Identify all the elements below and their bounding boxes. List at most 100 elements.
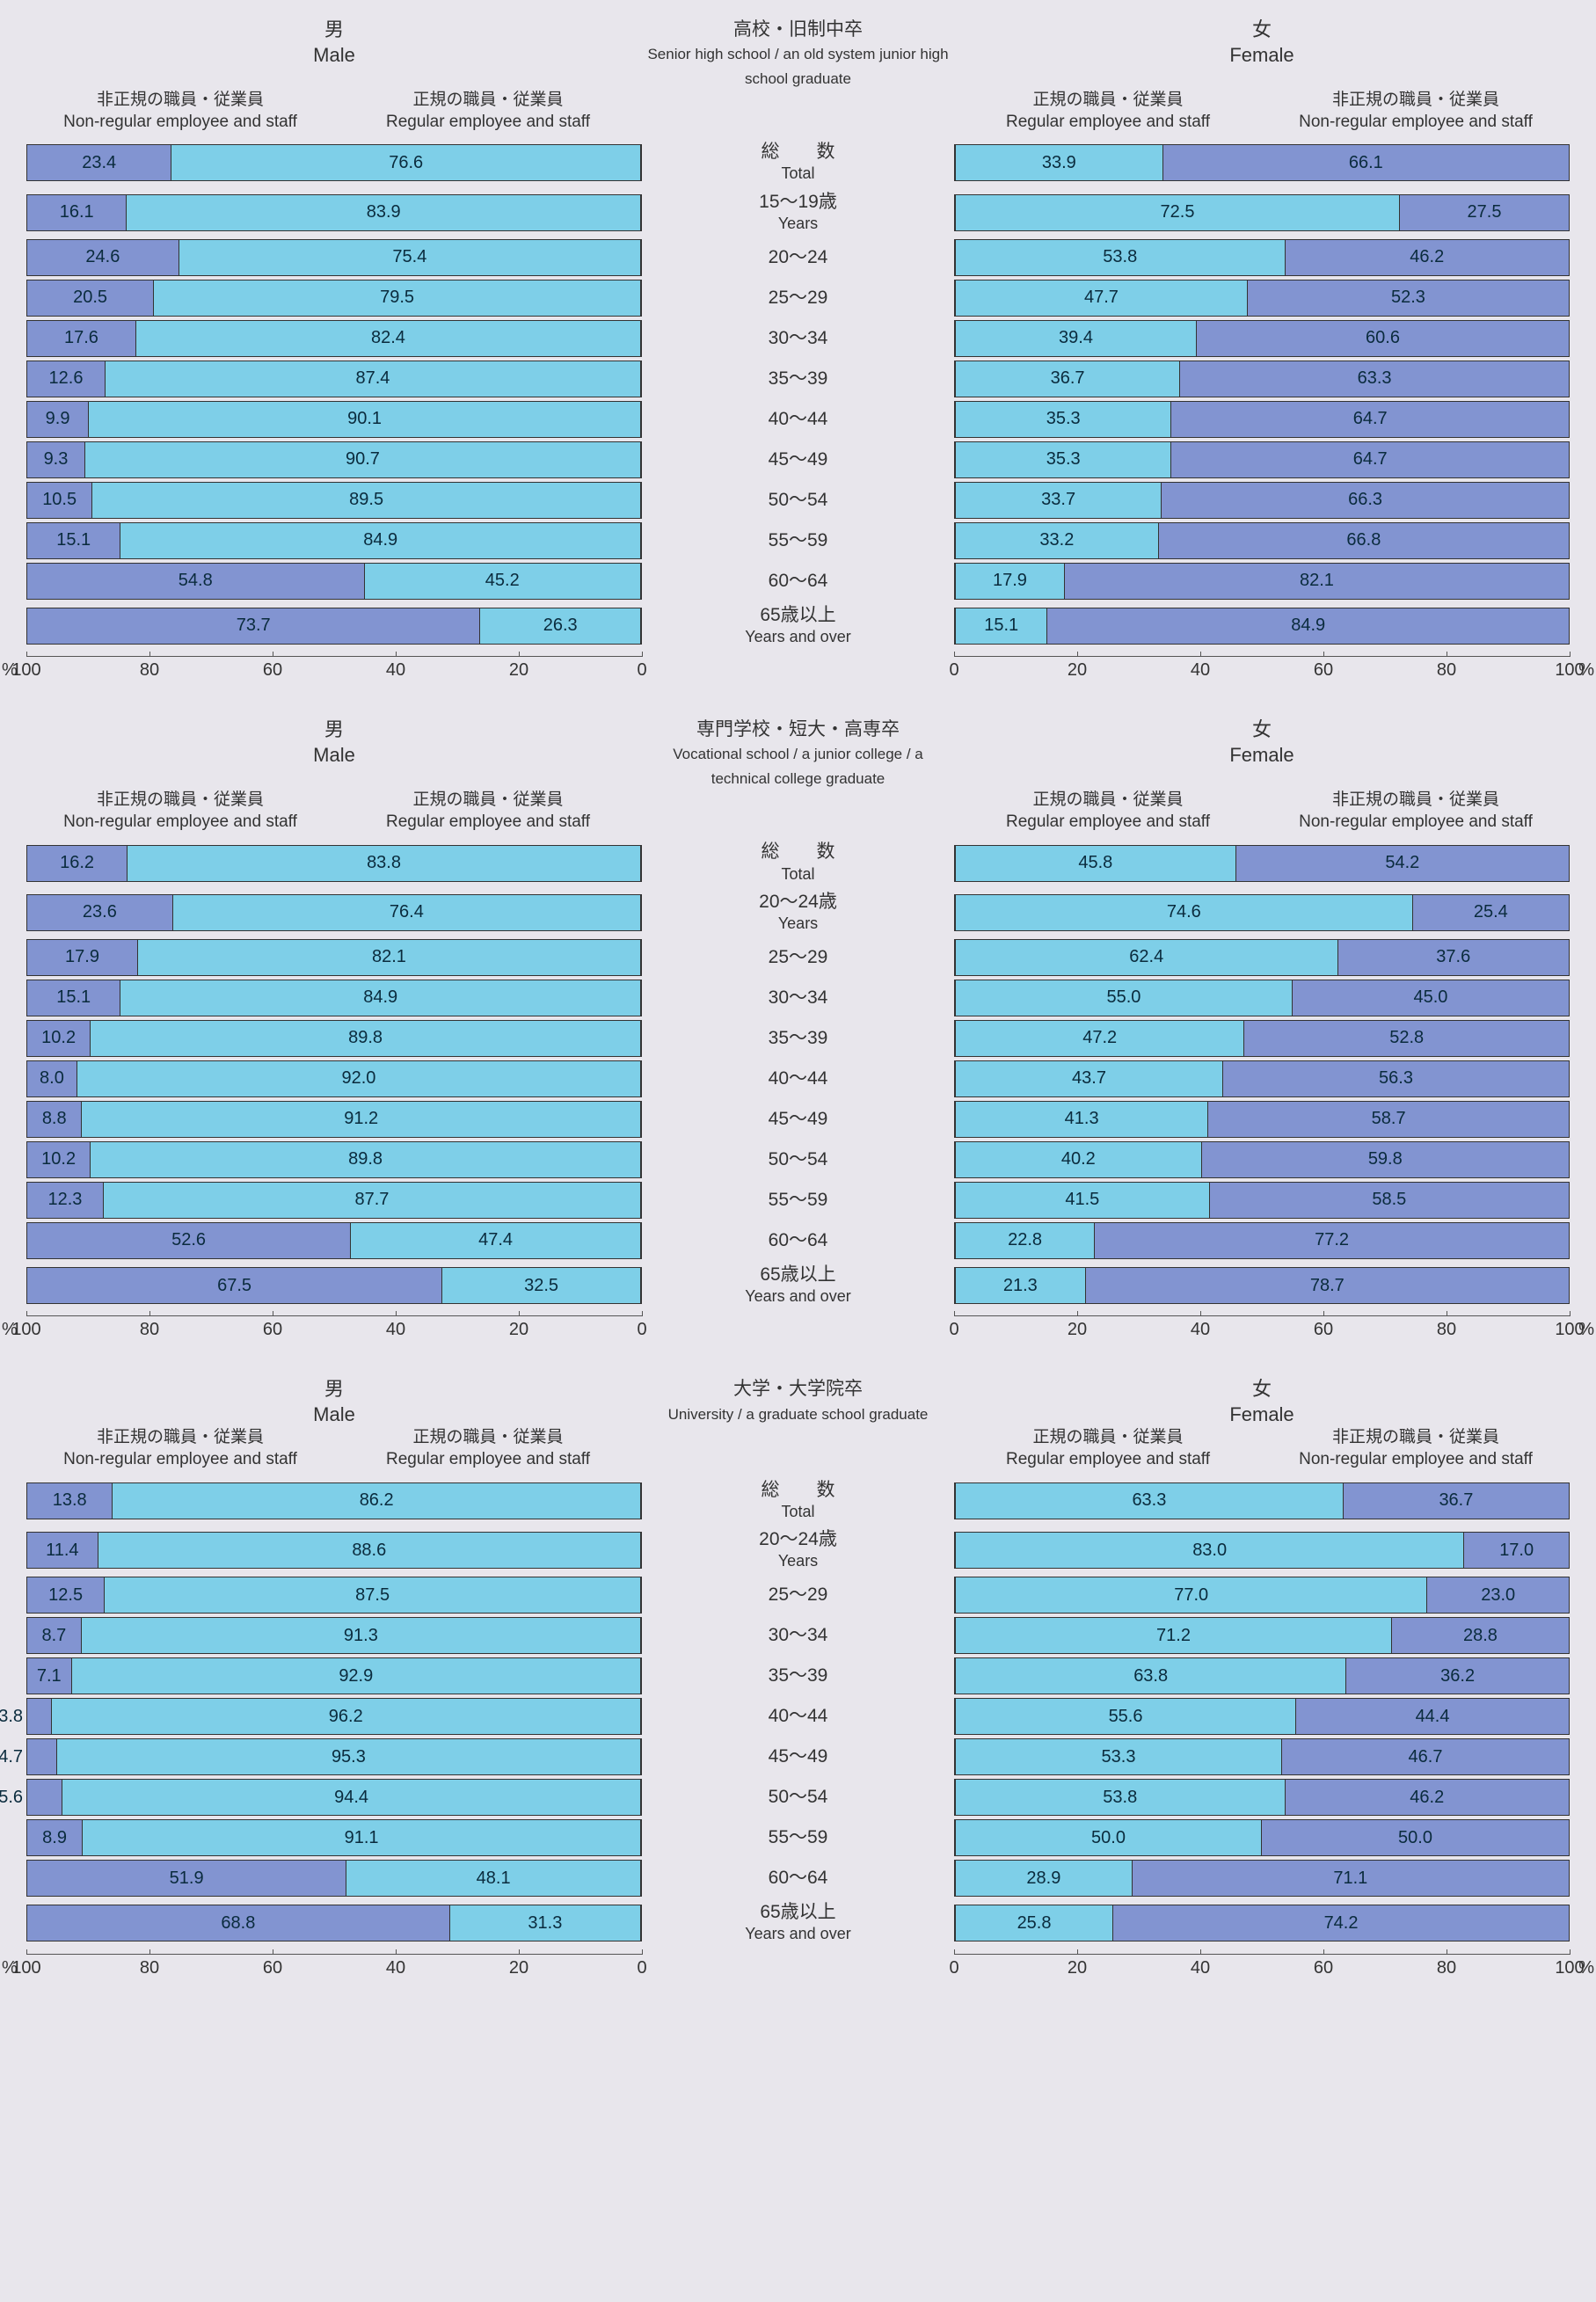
male-nonregular-seg: 23.4 [27, 145, 171, 180]
female-regular-seg: 63.3 [955, 1483, 1344, 1519]
female-nonregular-seg: 52.8 [1244, 1021, 1569, 1056]
bar-row: 82.117.925～2962.437.6 [26, 939, 1570, 976]
male-regular-seg: 45.2 [364, 564, 641, 599]
bar-row: 91.28.845～4941.358.7 [26, 1101, 1570, 1138]
age-category-label: 55～59 [642, 528, 954, 553]
x-axis: 020406080100%020406080100% [26, 1954, 1570, 1980]
female-regular-seg: 33.2 [955, 523, 1159, 558]
male-bar: 96.23.8 [26, 1698, 642, 1735]
bar-row: 94.45.650～5453.846.2 [26, 1779, 1570, 1816]
male-nonregular-seg: 9.9 [27, 402, 88, 437]
bar-row: 92.08.040～4443.756.3 [26, 1060, 1570, 1097]
male-nonregular-seg: 8.8 [27, 1102, 81, 1137]
female-nonregular-seg: 64.7 [1171, 402, 1569, 437]
bar-row: 92.97.135～3963.836.2 [26, 1657, 1570, 1694]
male-bar: 47.452.6 [26, 1222, 642, 1259]
male-bar: 76.423.6 [26, 894, 642, 931]
male-regular-seg: 75.4 [179, 240, 641, 275]
bar-row: 75.424.620～2453.846.2 [26, 239, 1570, 276]
age-category-label: 30～34 [642, 986, 954, 1010]
female-bar: 71.228.8 [954, 1617, 1570, 1654]
female-bar: 53.846.2 [954, 239, 1570, 276]
col-reg-male: 正規の職員・従業員Regular employee and staff [334, 90, 642, 133]
male-bar: 92.08.0 [26, 1060, 642, 1097]
male-regular-seg: 89.5 [91, 483, 641, 518]
col-nonreg-male: 非正規の職員・従業員Non-regular employee and staff [26, 90, 334, 133]
female-nonregular-seg: 23.0 [1427, 1577, 1569, 1613]
male-regular-seg: 89.8 [90, 1142, 641, 1177]
female-regular-seg: 53.3 [955, 1739, 1282, 1774]
female-nonregular-seg: 71.1 [1133, 1861, 1569, 1896]
male-nonregular-seg: 7.1 [27, 1658, 71, 1694]
male-bar: 75.424.6 [26, 239, 642, 276]
male-regular-seg: 89.8 [90, 1021, 641, 1056]
male-bar: 91.38.7 [26, 1617, 642, 1654]
female-nonregular-seg: 78.7 [1086, 1268, 1569, 1303]
female-nonregular-seg: 58.5 [1210, 1183, 1569, 1218]
col-reg-female: 正規の職員・従業員Regular employee and staff [954, 790, 1262, 833]
age-category-label: 25～29 [642, 286, 954, 310]
age-category-label: 60～64 [642, 1228, 954, 1253]
female-regular-seg: 72.5 [955, 195, 1400, 230]
male-regular-seg: 83.8 [127, 846, 641, 881]
male-regular-seg: 87.5 [104, 1577, 641, 1613]
male-regular-seg: 92.0 [77, 1061, 641, 1096]
female-nonregular-seg: 37.6 [1338, 940, 1569, 975]
panel-title: 大学・大学院卒University / a graduate school gr… [642, 1377, 954, 1427]
age-category-label: 35～39 [642, 1026, 954, 1051]
male-regular-seg: 31.3 [449, 1905, 641, 1941]
female-regular-seg: 35.3 [955, 402, 1171, 437]
male-regular-seg: 90.1 [88, 402, 641, 437]
male-nonregular-seg: 16.2 [27, 846, 127, 881]
female-nonregular-seg: 46.2 [1286, 1780, 1569, 1815]
male-bar: 91.28.8 [26, 1101, 642, 1138]
female-regular-seg: 15.1 [955, 608, 1047, 644]
male-bar: 83.916.1 [26, 194, 642, 231]
bar-row: 84.915.130～3455.045.0 [26, 980, 1570, 1016]
female-bar: 77.023.0 [954, 1577, 1570, 1614]
bar-row: 89.810.250～5440.259.8 [26, 1141, 1570, 1178]
age-category-label: 40～44 [642, 1067, 954, 1091]
female-header: 女Female [954, 18, 1570, 90]
education-panel: 男Male高校・旧制中卒Senior high school / an old … [26, 18, 1570, 682]
female-regular-seg: 22.8 [955, 1223, 1095, 1258]
female-bar: 21.378.7 [954, 1267, 1570, 1304]
age-category-label: 総 数Total [642, 140, 954, 186]
male-bar: 76.623.4 [26, 144, 642, 181]
male-bar: 82.117.9 [26, 939, 642, 976]
male-regular-seg: 95.3 [56, 1739, 641, 1774]
male-bar: 79.520.5 [26, 280, 642, 317]
female-regular-seg: 33.9 [955, 145, 1163, 180]
bar-row: 83.916.115～19歳Years72.527.5 [26, 190, 1570, 236]
bar-row: 47.452.660～6422.877.2 [26, 1222, 1570, 1259]
age-category-label: 50～54 [642, 1147, 954, 1172]
male-bar: 90.19.9 [26, 401, 642, 438]
female-bar: 53.346.7 [954, 1738, 1570, 1775]
female-nonregular-seg: 25.4 [1413, 895, 1569, 930]
female-bar: 15.184.9 [954, 608, 1570, 645]
female-nonregular-seg: 82.1 [1065, 564, 1569, 599]
female-nonregular-seg: 50.0 [1262, 1820, 1569, 1855]
col-reg-male: 正規の職員・従業員Regular employee and staff [334, 1427, 642, 1470]
female-bar: 45.854.2 [954, 845, 1570, 882]
male-nonregular-seg: 11.4 [27, 1533, 98, 1568]
female-regular-seg: 43.7 [955, 1061, 1223, 1096]
female-nonregular-seg: 66.1 [1163, 145, 1569, 180]
male-regular-seg: 90.7 [84, 442, 641, 477]
bar-row: 45.254.860～6417.982.1 [26, 563, 1570, 600]
female-bar: 39.460.6 [954, 320, 1570, 357]
male-bar: 87.512.5 [26, 1577, 642, 1614]
bar-row: 82.417.630～3439.460.6 [26, 320, 1570, 357]
female-regular-seg: 77.0 [955, 1577, 1427, 1613]
male-nonregular-seg: 12.5 [27, 1577, 104, 1613]
female-nonregular-seg: 66.8 [1159, 523, 1569, 558]
bar-row: 79.520.525～2947.752.3 [26, 280, 1570, 317]
bar-row: 76.623.4総 数Total33.966.1 [26, 140, 1570, 186]
male-regular-seg: 79.5 [153, 280, 641, 316]
male-bar: 87.712.3 [26, 1182, 642, 1219]
bar-row: 84.915.155～5933.266.8 [26, 522, 1570, 559]
male-bar: 89.810.2 [26, 1020, 642, 1057]
bar-row: 48.151.960～6428.971.1 [26, 1860, 1570, 1897]
female-bar: 35.364.7 [954, 441, 1570, 478]
female-bar: 74.625.4 [954, 894, 1570, 931]
